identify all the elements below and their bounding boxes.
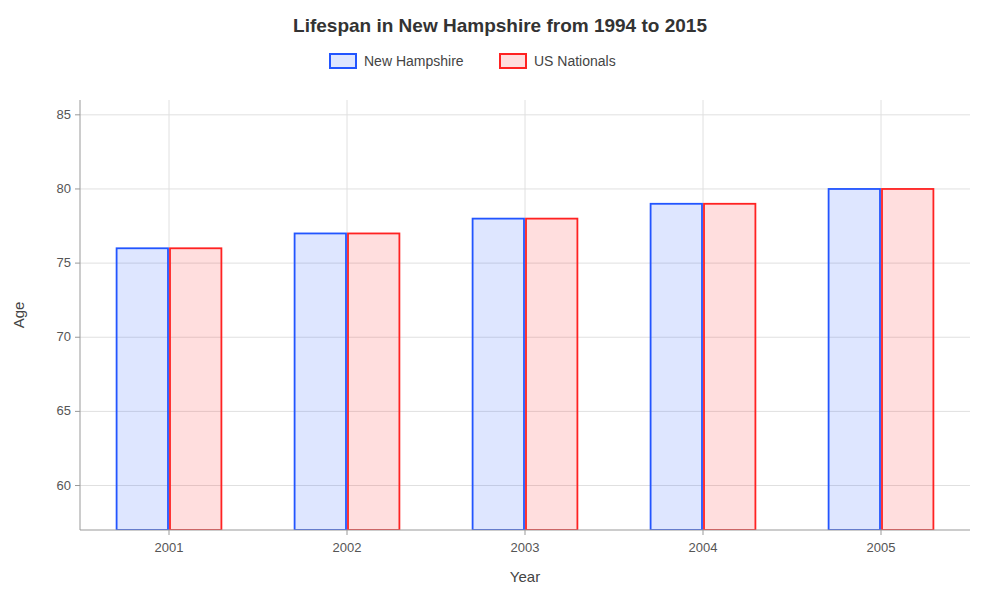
x-tick-label: 2005 bbox=[867, 540, 896, 555]
bar bbox=[651, 204, 702, 530]
x-tick-label: 2004 bbox=[689, 540, 718, 555]
y-tick bbox=[75, 114, 80, 115]
x-tick bbox=[347, 530, 348, 535]
y-tick-label: 75 bbox=[57, 255, 71, 270]
y-axis-label: Age bbox=[10, 302, 27, 329]
bar bbox=[473, 219, 524, 530]
chart: 60 65 70 75 80 85 2001 2002 2003 2004 2005 Lifespan… bbox=[0, 0, 1000, 600]
chart-container: 60 65 70 75 80 85 2001 2002 2003 2004 2005 Lifespan… bbox=[0, 0, 1000, 600]
x-tick bbox=[525, 530, 526, 535]
y-tick-label: 65 bbox=[57, 403, 71, 418]
y-tick bbox=[75, 263, 80, 264]
y-tick-label: 80 bbox=[57, 181, 71, 196]
x-tick-label: 2003 bbox=[511, 540, 540, 555]
x-tick bbox=[169, 530, 170, 535]
y-tick bbox=[75, 485, 80, 486]
bar bbox=[117, 248, 168, 530]
x-axis-label: Year bbox=[510, 568, 540, 585]
legend-label: New Hampshire bbox=[364, 53, 464, 69]
x-tick bbox=[703, 530, 704, 535]
bar bbox=[829, 189, 880, 530]
x-tick-label: 2002 bbox=[333, 540, 362, 555]
legend: New Hampshire US Nationals bbox=[330, 53, 616, 69]
title: Lifespan in New Hampshire from 1994 to 2… bbox=[293, 15, 707, 36]
y-tick-label: 70 bbox=[57, 329, 71, 344]
legend-swatch bbox=[330, 54, 356, 68]
bar bbox=[882, 189, 933, 530]
bar bbox=[348, 233, 399, 530]
x-tick bbox=[881, 530, 882, 535]
bar bbox=[295, 233, 346, 530]
y-tick-label: 85 bbox=[57, 107, 71, 122]
x-axis-line bbox=[80, 530, 970, 531]
y-axis-line bbox=[80, 100, 81, 530]
legend-label: US Nationals bbox=[534, 53, 616, 69]
y-tick-label: 60 bbox=[57, 478, 71, 493]
bar bbox=[526, 219, 577, 530]
y-tick bbox=[75, 337, 80, 338]
bar bbox=[170, 248, 221, 530]
bar bbox=[704, 204, 755, 530]
grid bbox=[80, 100, 970, 530]
legend-swatch bbox=[500, 54, 526, 68]
bars bbox=[117, 189, 934, 530]
x-tick-label: 2001 bbox=[155, 540, 184, 555]
y-tick bbox=[75, 411, 80, 412]
y-tick bbox=[75, 188, 80, 189]
